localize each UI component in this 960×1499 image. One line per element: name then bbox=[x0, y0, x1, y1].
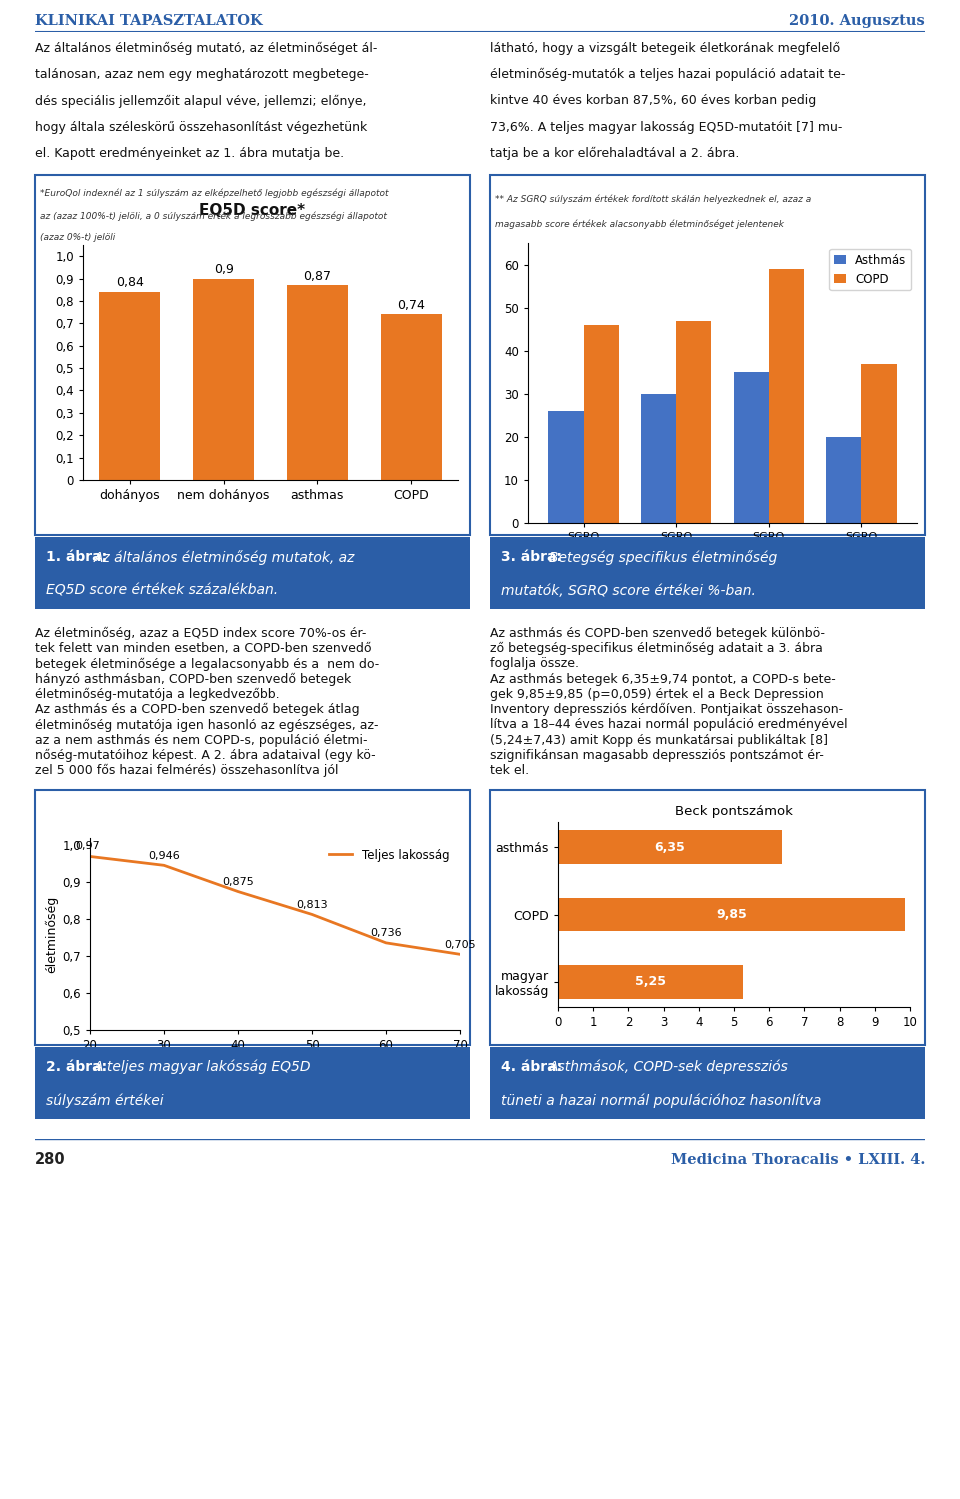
Legend: Asthmás, COPD: Asthmás, COPD bbox=[829, 249, 911, 291]
Bar bbox=[641, 394, 676, 523]
Bar bbox=[548, 411, 584, 523]
Text: életminőség-mutatók a teljes hazai populáció adatait te-: életminőség-mutatók a teljes hazai popul… bbox=[490, 69, 846, 81]
Text: KLINIKAI TAPASZTALATOK: KLINIKAI TAPASZTALATOK bbox=[35, 13, 263, 28]
Text: magasabb score értékek alacsonyabb életminőséget jelentenek: magasabb score értékek alacsonyabb életm… bbox=[495, 220, 784, 229]
Text: Az asthmás és a COPD-ben szenvedő betegek átlag: Az asthmás és a COPD-ben szenvedő betege… bbox=[35, 703, 360, 717]
Text: EQ5D score értékek százalékban.: EQ5D score értékek százalékban. bbox=[46, 585, 278, 598]
Text: 0,74: 0,74 bbox=[397, 298, 425, 312]
Text: 2010. Augusztus: 2010. Augusztus bbox=[789, 13, 925, 28]
Text: talánosan, azaz nem egy meghatározott megbetege-: talánosan, azaz nem egy meghatározott me… bbox=[35, 69, 369, 81]
Legend: Teljes lakosság: Teljes lakosság bbox=[324, 844, 454, 866]
Title: Beck pontszámok: Beck pontszámok bbox=[675, 805, 793, 818]
Text: Az asthmás és COPD-ben szenvedő betegek különbö-: Az asthmás és COPD-ben szenvedő betegek … bbox=[490, 627, 825, 640]
Text: 1. ábra:: 1. ábra: bbox=[46, 550, 112, 564]
Text: 0,87: 0,87 bbox=[303, 270, 331, 283]
Text: súlyszám értékei: súlyszám értékei bbox=[46, 1094, 163, 1108]
Text: az (azaz 100%-t) jelöli, a 0 súlyszám érték a legrosszabb egészségi állapotot: az (azaz 100%-t) jelöli, a 0 súlyszám ér… bbox=[40, 211, 387, 220]
Text: (azaz 0%-t) jelöli: (azaz 0%-t) jelöli bbox=[40, 232, 115, 241]
Text: ző betegség-specifikus életminőség adatait a 3. ábra: ző betegség-specifikus életminőség adata… bbox=[490, 642, 823, 655]
Text: kintve 40 éves korban 87,5%, 60 éves korban pedig: kintve 40 éves korban 87,5%, 60 éves kor… bbox=[490, 94, 816, 108]
Text: gek 9,85±9,85 (p=0,059) értek el a Beck Depression: gek 9,85±9,85 (p=0,059) értek el a Beck … bbox=[490, 688, 824, 702]
Bar bbox=[558, 830, 781, 863]
Text: 0,875: 0,875 bbox=[222, 877, 253, 887]
Text: hogy általa széleskörű összehasonlítást végezhetünk: hogy általa széleskörű összehasonlítást … bbox=[35, 121, 368, 133]
Bar bbox=[381, 315, 442, 480]
Text: *EuroQol indexnél az 1 súlyszám az elképzelhető legjobb egészségi állapotot: *EuroQol indexnél az 1 súlyszám az elkép… bbox=[40, 189, 389, 198]
Bar bbox=[676, 321, 711, 523]
Text: 2. ábra:: 2. ábra: bbox=[46, 1060, 112, 1075]
Text: 6,35: 6,35 bbox=[655, 841, 685, 854]
Text: 0,705: 0,705 bbox=[444, 940, 476, 950]
Bar bbox=[558, 965, 743, 998]
Text: 280: 280 bbox=[35, 1153, 65, 1168]
Text: 3. ábra:: 3. ábra: bbox=[501, 550, 566, 564]
Text: 0,736: 0,736 bbox=[371, 928, 402, 938]
Text: tüneti a hazai normál populációhoz hasonlítva: tüneti a hazai normál populációhoz hason… bbox=[501, 1094, 821, 1108]
Text: A teljes magyar lakósság EQ5D: A teljes magyar lakósság EQ5D bbox=[94, 1060, 311, 1075]
Text: 0,97: 0,97 bbox=[75, 841, 100, 850]
X-axis label: életkor (év): életkor (év) bbox=[239, 1058, 311, 1070]
Bar bbox=[769, 268, 804, 523]
Text: (5,24±7,43) amit Kopp és munkatársai publikáltak [8]: (5,24±7,43) amit Kopp és munkatársai pub… bbox=[490, 733, 828, 747]
Text: 73,6%. A teljes magyar lakosság EQ5D-mutatóit [7] mu-: 73,6%. A teljes magyar lakosság EQ5D-mut… bbox=[490, 121, 842, 133]
Bar bbox=[558, 898, 904, 931]
Text: 0,946: 0,946 bbox=[148, 851, 180, 860]
Text: tek felett van minden esetben, a COPD-ben szenvedő: tek felett van minden esetben, a COPD-be… bbox=[35, 642, 372, 655]
Text: nőség-mutatóihoz képest. A 2. ábra adataival (egy kö-: nőség-mutatóihoz képest. A 2. ábra adata… bbox=[35, 750, 375, 761]
Text: Betegség specifikus életminőség: Betegség specifikus életminőség bbox=[549, 550, 777, 565]
Text: 0,9: 0,9 bbox=[214, 262, 233, 276]
Text: foglalja össze.: foglalja össze. bbox=[490, 658, 579, 670]
Bar bbox=[584, 325, 619, 523]
Text: 0,84: 0,84 bbox=[116, 276, 144, 289]
Text: életminőség mutatója igen hasonló az egészséges, az-: életminőség mutatója igen hasonló az egé… bbox=[35, 718, 378, 732]
Text: Inventory depressziós kérdőíven. Pontjaikat összehason-: Inventory depressziós kérdőíven. Pontjai… bbox=[490, 703, 843, 717]
Y-axis label: életminőség: életminőség bbox=[45, 895, 59, 973]
Text: zel 5 000 fős hazai felmérés) összehasonlítva jól: zel 5 000 fős hazai felmérés) összehason… bbox=[35, 764, 339, 778]
Text: tek el.: tek el. bbox=[490, 764, 529, 776]
Bar bbox=[100, 292, 160, 480]
Text: ** Az SGRQ súlyszám értékek fordított skálán helyezkednek el, azaz a: ** Az SGRQ súlyszám értékek fordított sk… bbox=[495, 195, 811, 204]
Text: EQ5D score*: EQ5D score* bbox=[200, 204, 305, 219]
Text: dés speciális jellemzőit alapul véve, jellemzi; előnye,: dés speciális jellemzőit alapul véve, je… bbox=[35, 94, 367, 108]
Text: betegek életminősége a legalacsonyabb és a  nem do-: betegek életminősége a legalacsonyabb és… bbox=[35, 658, 379, 670]
Text: Az asthmás betegek 6,35±9,74 pontot, a COPD-s bete-: Az asthmás betegek 6,35±9,74 pontot, a C… bbox=[490, 673, 836, 685]
Text: tatja be a kor előrehaladtával a 2. ábra.: tatja be a kor előrehaladtával a 2. ábra… bbox=[490, 147, 739, 160]
Text: Asthmások, COPD-sek depressziós: Asthmások, COPD-sek depressziós bbox=[549, 1060, 788, 1075]
Text: szignifikánsan magasabb depressziós pontszámot ér-: szignifikánsan magasabb depressziós pont… bbox=[490, 750, 824, 761]
Bar bbox=[827, 436, 861, 523]
Bar bbox=[861, 364, 897, 523]
Text: Az általános életminőség mutató, az életminőséget ál-: Az általános életminőség mutató, az élet… bbox=[35, 42, 377, 55]
Text: az a nem asthmás és nem COPD-s, populáció életmi-: az a nem asthmás és nem COPD-s, populáci… bbox=[35, 733, 368, 747]
Text: hányzó asthmásban, COPD-ben szenvedő betegek: hányzó asthmásban, COPD-ben szenvedő bet… bbox=[35, 673, 351, 687]
Text: el. Kapott eredményeinket az 1. ábra mutatja be.: el. Kapott eredményeinket az 1. ábra mut… bbox=[35, 147, 344, 160]
Text: 5,25: 5,25 bbox=[635, 976, 666, 988]
Text: életminőség-mutatója a legkedvezőbb.: életminőség-mutatója a legkedvezőbb. bbox=[35, 688, 279, 702]
Bar bbox=[287, 285, 348, 480]
Bar bbox=[193, 279, 254, 480]
Text: Medicina Thoracalis • LXIII. 4.: Medicina Thoracalis • LXIII. 4. bbox=[671, 1153, 925, 1168]
Text: Az általános életminőség mutatok, az: Az általános életminőség mutatok, az bbox=[94, 550, 355, 565]
Text: 4. ábra:: 4. ábra: bbox=[501, 1060, 566, 1075]
Text: látható, hogy a vizsgált betegeik életkorának megfelelő: látható, hogy a vizsgált betegeik életko… bbox=[490, 42, 840, 55]
Text: Az életminőség, azaz a EQ5D index score 70%-os ér-: Az életminőség, azaz a EQ5D index score … bbox=[35, 627, 367, 640]
Text: lítva a 18–44 éves hazai normál populáció eredményével: lítva a 18–44 éves hazai normál populáci… bbox=[490, 718, 848, 732]
Text: 0,813: 0,813 bbox=[297, 899, 327, 910]
Text: 9,85: 9,85 bbox=[716, 908, 747, 920]
Bar bbox=[733, 372, 769, 523]
Text: mutatók, SGRQ score értékei %-ban.: mutatók, SGRQ score értékei %-ban. bbox=[501, 585, 756, 598]
